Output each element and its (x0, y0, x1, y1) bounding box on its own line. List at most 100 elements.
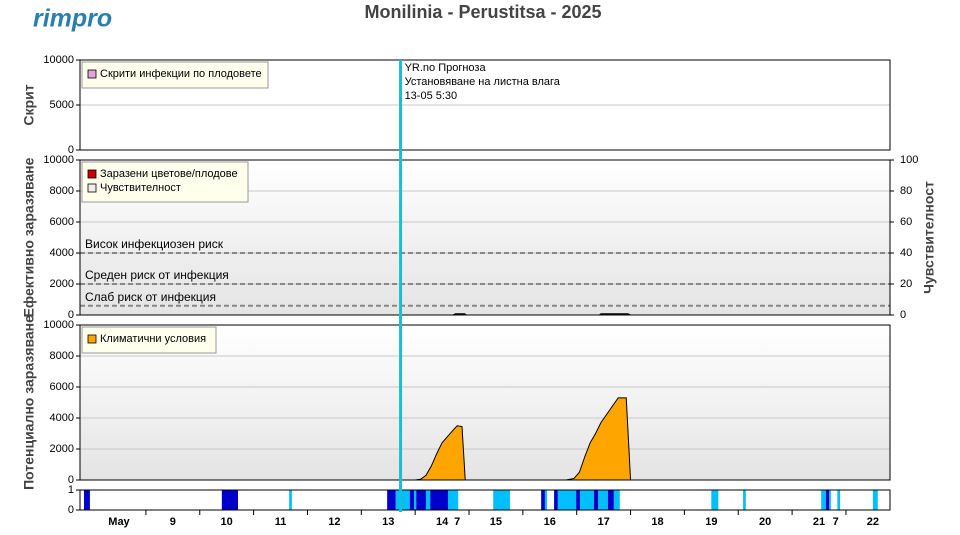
threshold-label: Висок инфекциозен риск (85, 237, 224, 251)
wetness-bar (221, 490, 238, 510)
annotation-text: 13-05 5:30 (405, 90, 458, 102)
legend-label: Заразени цветове/плодове (100, 168, 238, 180)
y-axis-label: Скрит (21, 84, 37, 125)
y-tick-label: 0 (68, 144, 74, 156)
y2-tick-label: 40 (900, 247, 912, 259)
wetness-bar (416, 490, 426, 510)
wetness-bar (607, 490, 614, 510)
threshold-label: Среден риск от инфекция (85, 268, 229, 282)
y-tick-label: 4000 (50, 247, 74, 259)
y-axis-label: Потенциално заразяване (21, 315, 37, 490)
x-tick-label: 20 (759, 516, 771, 528)
x-tick-label: 18 (651, 516, 663, 528)
x-tick-label: 7 (454, 516, 460, 528)
wetness-bar (593, 490, 599, 510)
x-tick-label: 17 (598, 516, 610, 528)
x-tick-label: 9 (170, 516, 176, 528)
legend-swatch (87, 183, 97, 193)
wetness-bar (872, 490, 878, 510)
x-tick-label: 7 (833, 516, 839, 528)
y-axis-label: Ефективно заразяване (21, 157, 37, 317)
x-tick-label: 22 (867, 516, 879, 528)
wetness-bar (557, 490, 577, 510)
wetness-bar (598, 490, 608, 510)
wetness-bar (743, 490, 746, 510)
legend-box (81, 161, 249, 203)
y-tick-label: 10000 (43, 319, 74, 331)
legend-swatch (87, 169, 97, 179)
y-tick-label: 1 (68, 484, 74, 496)
wetness-bar (826, 490, 830, 510)
y-tick-label: 10000 (43, 154, 74, 166)
x-tick-label: 10 (221, 516, 233, 528)
wetness-bar (83, 490, 90, 510)
x-tick-label: 19 (705, 516, 717, 528)
legend-label: Климатични условия (100, 333, 206, 345)
x-tick-label: 15 (490, 516, 502, 528)
wetness-bar (289, 490, 292, 510)
wetness-bar (711, 490, 719, 510)
legend-label: Скрити инфекции по плодовете (100, 68, 262, 80)
y-tick-label: 8000 (50, 350, 74, 362)
y-tick-label: 0 (68, 504, 74, 516)
y-tick-label: 2000 (50, 278, 74, 290)
wetness-bar (430, 490, 449, 510)
area (415, 397, 632, 481)
plot-frame (79, 324, 891, 481)
logo: rimpro (33, 5, 112, 33)
plot-area (80, 490, 890, 510)
x-tick-label: May (108, 516, 130, 528)
wetness-bar (493, 490, 510, 510)
y-tick-label: 0 (68, 474, 74, 486)
wetness-bar (613, 490, 620, 510)
plot-frame (79, 489, 891, 511)
wetness-bar (541, 490, 545, 510)
x-tick-label: 11 (275, 516, 287, 528)
chart-title: Monilinia - Perustitsa - 2025 (364, 2, 601, 22)
wetness-bar (409, 490, 415, 510)
y-tick-label: 6000 (50, 216, 74, 228)
y2-tick-label: 20 (900, 278, 912, 290)
y-tick-label: 0 (68, 309, 74, 321)
wetness-bar (821, 490, 827, 510)
y-tick-label: 6000 (50, 381, 74, 393)
y2-tick-label: 60 (900, 216, 912, 228)
y2-tick-label: 80 (900, 185, 912, 197)
y-tick-label: 2000 (50, 443, 74, 455)
y-tick-label: 5000 (50, 99, 74, 111)
legend-box (81, 326, 217, 354)
y2-tick-label: 100 (900, 154, 918, 166)
y-tick-label: 10000 (43, 54, 74, 66)
wetness-bar (837, 490, 841, 510)
plot-frame (79, 59, 891, 151)
wetness-bar (576, 490, 580, 510)
wetness-bar (395, 490, 410, 510)
wetness-bar (387, 490, 396, 510)
x-tick-label: 16 (544, 516, 556, 528)
wetness-bar (579, 490, 594, 510)
legend-swatch (87, 334, 97, 344)
legend-swatch (87, 69, 97, 79)
annotation-text: Установяване на листна влага (405, 76, 561, 88)
legend-box (81, 61, 269, 89)
y-tick-label: 8000 (50, 185, 74, 197)
annotation-text: YR.no Прогноза (405, 62, 487, 74)
x-tick-label: 21 (813, 516, 825, 528)
y-tick-label: 4000 (50, 412, 74, 424)
wetness-bar (554, 490, 558, 510)
wetness-bar (544, 490, 548, 510)
wetness-bar (448, 490, 459, 510)
x-tick-label: 13 (382, 516, 394, 528)
wetness-bar (829, 490, 831, 510)
legend-label: Чувствителност (100, 182, 181, 194)
x-tick-label: 14 (436, 516, 449, 528)
threshold-label: Слаб риск от инфекция (85, 290, 216, 304)
y2-tick-label: 0 (900, 309, 906, 321)
plot-frame (79, 159, 891, 316)
y2-axis-label: Чувствителност (921, 181, 937, 294)
wetness-bar (425, 490, 431, 510)
wetness-bar (414, 490, 417, 510)
x-tick-label: 12 (328, 516, 340, 528)
